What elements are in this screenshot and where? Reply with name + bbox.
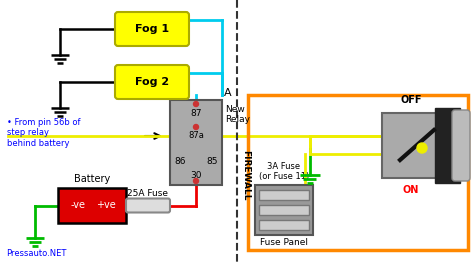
Text: New
Relay: New Relay [225,105,250,124]
Text: 85: 85 [206,158,218,167]
Circle shape [193,125,199,130]
Text: OFF: OFF [400,95,422,105]
Text: 86: 86 [174,158,186,167]
Text: Pressauto.NET: Pressauto.NET [6,249,66,258]
FancyBboxPatch shape [115,12,189,46]
Text: 30: 30 [190,172,202,181]
Text: A: A [224,88,232,98]
Text: 25A Fuse: 25A Fuse [128,188,168,197]
Bar [170,100,222,185]
Text: +ve: +ve [96,200,116,210]
Circle shape [417,143,427,153]
Bar [259,220,309,230]
Bar [382,113,438,178]
FancyBboxPatch shape [126,199,170,213]
Bar [435,108,460,183]
Text: ON: ON [403,185,419,195]
Bar [259,190,309,200]
Text: • From pin 56b of
step relay
behind battery: • From pin 56b of step relay behind batt… [7,118,81,148]
Text: Fog 2: Fog 2 [135,77,169,87]
Bar [248,95,468,250]
FancyBboxPatch shape [452,110,470,181]
Circle shape [193,101,199,106]
Bar [255,185,313,235]
Text: 3A Fuse
(or Fuse 11): 3A Fuse (or Fuse 11) [259,162,309,181]
Text: Fog 1: Fog 1 [135,24,169,34]
Text: FIREWALL: FIREWALL [241,150,250,200]
Text: -ve: -ve [71,200,85,210]
Text: 87a: 87a [188,131,204,140]
Circle shape [193,178,199,183]
Text: 87: 87 [190,110,202,119]
Text: Fuse Panel: Fuse Panel [260,238,308,247]
FancyBboxPatch shape [115,65,189,99]
Bar [259,205,309,215]
Text: Battery: Battery [74,174,110,184]
Bar [58,188,126,223]
